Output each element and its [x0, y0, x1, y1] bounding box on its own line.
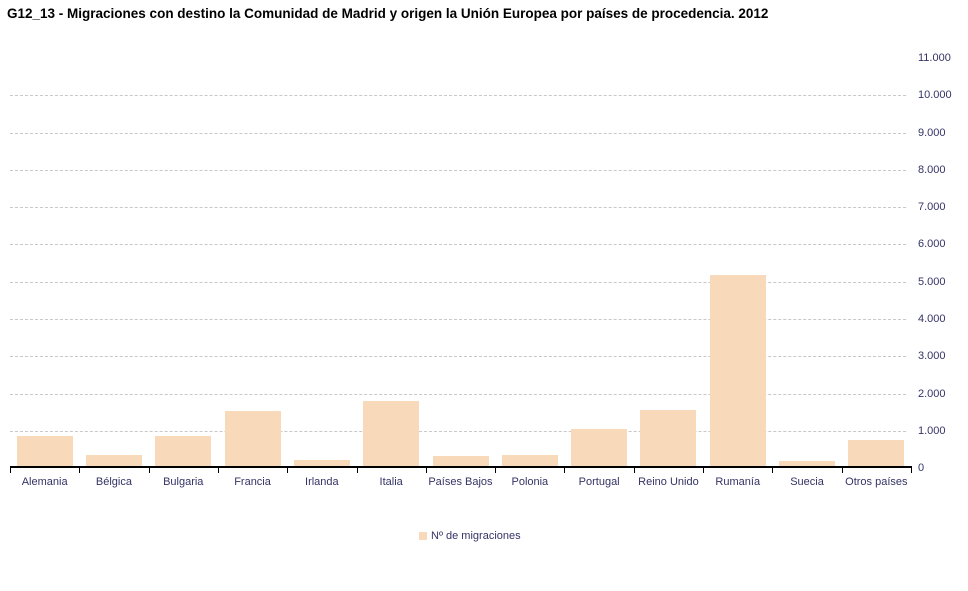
x-axis-tick	[495, 468, 496, 473]
x-axis-tick	[149, 468, 150, 473]
gridline-1.000	[10, 430, 906, 432]
gridline-8.000	[10, 169, 906, 171]
x-axis-category-label: Alemania	[21, 476, 68, 488]
gridline-3.000	[10, 356, 906, 358]
x-axis-line	[10, 466, 912, 468]
gridline-4.000	[10, 318, 906, 320]
gridline-7.000	[10, 207, 906, 209]
legend: Nº de migraciones	[419, 530, 521, 542]
x-axis-tick	[218, 468, 219, 473]
y-axis-tick-label: 10.000	[918, 89, 952, 102]
y-axis-tick-label: 1.000	[918, 424, 946, 437]
x-axis-category-label: Irlanda	[305, 476, 339, 488]
y-axis-tick-label: 7.000	[918, 201, 946, 214]
bar-alemania	[16, 435, 73, 468]
x-axis-category-label: Bélgica	[95, 476, 132, 488]
bar-portugal	[571, 429, 628, 468]
bar-suecia	[779, 460, 835, 468]
bar-rumania	[709, 274, 766, 468]
x-axis-tick	[634, 468, 635, 473]
x-axis-category-label: Rumanía	[715, 476, 761, 488]
y-axis-tick-label: 9.000	[918, 126, 946, 139]
x-axis-tick	[357, 468, 358, 473]
y-axis-tick-label: 3.000	[918, 350, 946, 363]
x-axis-category-label: Bulgaria	[163, 476, 204, 488]
x-axis-category-label: Francia	[234, 476, 271, 488]
x-axis-tick	[911, 468, 912, 473]
x-axis-category-label: Otros países	[845, 476, 908, 488]
x-axis-tick	[772, 468, 773, 473]
gridline-10.000	[10, 95, 906, 97]
y-axis-tick-label: 6.000	[918, 238, 946, 251]
x-axis-tick	[287, 468, 288, 473]
x-axis-category-label: Polonia	[511, 476, 549, 488]
y-axis-tick-label: 5.000	[918, 275, 946, 288]
gridline-9.000	[10, 132, 906, 134]
chart-title: G12_13 - Migraciones con destino la Comu…	[7, 6, 769, 21]
y-axis-tick-label: 0	[918, 462, 925, 474]
x-axis-category-label: Italia	[379, 476, 403, 488]
x-axis-category-label: Portugal	[578, 476, 620, 488]
x-axis-tick	[842, 468, 843, 473]
gridline-2.000	[10, 393, 906, 395]
gridline-6.000	[10, 244, 906, 246]
legend-swatch	[419, 532, 427, 540]
bar-francia	[224, 411, 281, 468]
bar-reino-unido	[640, 409, 697, 468]
bar-paises-bajos	[432, 456, 489, 468]
gridline-5.000	[10, 281, 906, 283]
x-axis-tick	[79, 468, 80, 473]
bar-irlanda	[293, 459, 350, 468]
x-axis-category-label: Suecia	[790, 476, 824, 488]
y-axis-tick-label: 2.000	[918, 387, 946, 400]
x-axis-tick	[703, 468, 704, 473]
x-axis-tick	[426, 468, 427, 473]
x-axis-tick	[564, 468, 565, 473]
x-axis-tick	[10, 468, 11, 473]
bar-bulgaria	[155, 436, 212, 468]
y-axis-tick-label: 8.000	[918, 163, 946, 176]
bar-polonia	[501, 455, 558, 468]
legend-label: Nº de migraciones	[431, 530, 521, 542]
bar-otros-paises	[848, 440, 905, 468]
x-axis-category-label: Países Bajos	[428, 476, 493, 488]
y-axis-tick-label: 4.000	[918, 312, 946, 325]
x-axis-category-label: Reino Unido	[638, 476, 699, 488]
y-axis-tick-label: 11.000	[918, 52, 951, 64]
bar-italia	[363, 400, 420, 468]
bar-belgica	[86, 455, 142, 468]
